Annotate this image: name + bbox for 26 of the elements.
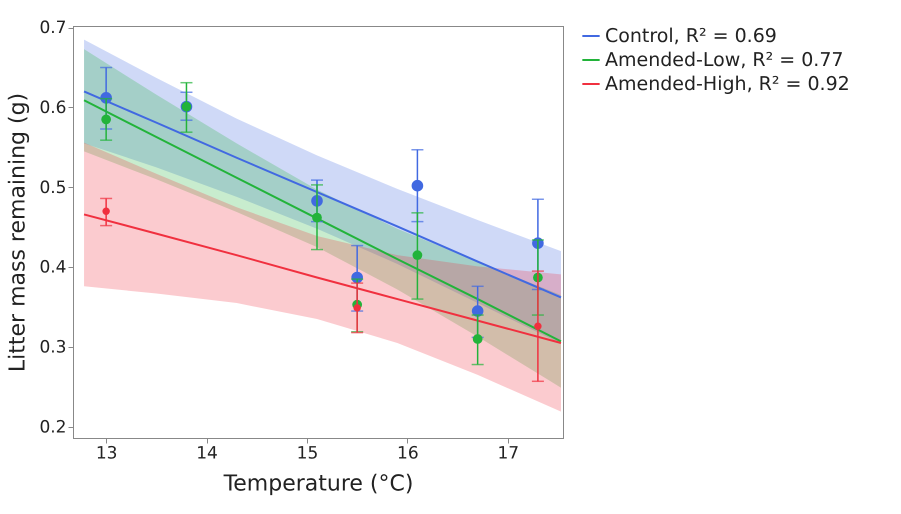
point (353, 304, 361, 312)
point (472, 334, 483, 344)
y-axis-title: Litter mass remaining (g) (5, 92, 30, 372)
point (412, 180, 424, 192)
y-tick-label: 0.2 (39, 417, 66, 438)
point (102, 208, 110, 215)
line-series (83, 99, 562, 342)
y-tick-label: 0.3 (39, 337, 66, 358)
legend-label: Amended-Low, R² = 0.77 (605, 49, 844, 71)
legend-label: Control, R² = 0.69 (605, 25, 777, 47)
y-tick-label: 0.7 (39, 18, 66, 38)
x-axis-title: Temperature (°C) (222, 472, 414, 496)
x-tick-label: 16 (397, 444, 419, 464)
point (312, 212, 322, 222)
x-tick-label: 14 (196, 444, 218, 464)
point (412, 250, 422, 260)
point (101, 114, 112, 124)
y-tick-label: 0.4 (39, 258, 66, 278)
x-tick-label: 13 (96, 444, 118, 464)
y-tick-label: 0.5 (39, 178, 66, 198)
legend-label: Amended-High, R² = 0.92 (605, 73, 850, 95)
y-tick-label: 0.6 (39, 98, 66, 118)
line-series (83, 90, 562, 298)
point (534, 322, 542, 330)
x-tick-label: 17 (497, 444, 520, 464)
x-tick-label: 15 (296, 444, 318, 464)
